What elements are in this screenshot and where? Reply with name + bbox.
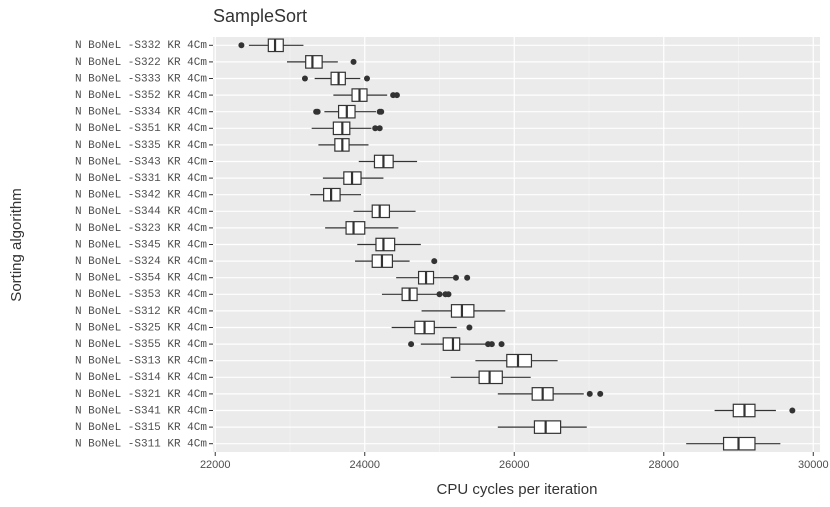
outlier [498, 341, 505, 348]
y-tick-label: N BoNeL -S312 KR 4Cm [75, 306, 207, 318]
outlier [372, 125, 379, 132]
x-tick-label: 24000 [349, 459, 380, 471]
y-tick-label: N BoNeL -S333 KR 4Cm [75, 73, 207, 85]
outlier [431, 258, 438, 265]
box [375, 237, 396, 252]
y-tick-label: N BoNeL -S343 KR 4Cm [75, 156, 207, 168]
x-tick-label: 28000 [648, 459, 679, 471]
y-tick-label: N BoNeL -S315 KR 4Cm [75, 422, 207, 434]
y-tick-label: N BoNeL -S313 KR 4Cm [75, 356, 207, 368]
outlier [436, 291, 443, 298]
outlier [464, 274, 471, 281]
box [506, 353, 533, 368]
box [345, 221, 366, 235]
y-tick-label: N BoNeL -S325 KR 4Cm [75, 322, 207, 334]
y-tick-label: N BoNeL -S342 KR 4Cm [75, 190, 207, 202]
x-axis-label: CPU cycles per iteration [437, 481, 598, 498]
chart-title: SampleSort [213, 6, 307, 26]
outlier [445, 291, 452, 298]
y-tick-label: N BoNeL -S314 KR 4Cm [75, 372, 207, 384]
box [442, 337, 461, 351]
box [478, 370, 503, 385]
y-tick-label: N BoNeL -S335 KR 4Cm [75, 140, 207, 152]
y-tick-label: N BoNeL -S355 KR 4Cm [75, 339, 207, 351]
y-axis-label: Sorting algorithm [8, 188, 25, 301]
x-tick-label: 22000 [200, 459, 231, 471]
outlier [393, 92, 400, 99]
outlier [350, 58, 357, 65]
outlier [363, 75, 370, 82]
outlier [488, 341, 495, 348]
y-tick-label: N BoNeL -S321 KR 4Cm [75, 389, 207, 401]
box [371, 204, 391, 219]
outlier [238, 42, 245, 49]
y-tick-label: N BoNeL -S331 KR 4Cm [75, 173, 207, 185]
y-tick-label: N BoNeL -S311 KR 4Cm [75, 439, 207, 451]
box [305, 55, 323, 69]
box [533, 420, 562, 434]
y-tick-label: N BoNeL -S324 KR 4Cm [75, 256, 207, 268]
y-tick-label: N BoNeL -S334 KR 4Cm [75, 107, 207, 119]
y-tick-label: N BoNeL -S322 KR 4Cm [75, 57, 207, 69]
outlier [789, 407, 796, 414]
x-tick-label: 26000 [499, 459, 530, 471]
outlier [314, 108, 321, 115]
y-tick-label: N BoNeL -S344 KR 4Cm [75, 206, 207, 218]
outlier [301, 75, 308, 82]
outlier [452, 274, 459, 281]
y-tick-label: N BoNeL -S351 KR 4Cm [75, 123, 207, 135]
outlier [408, 341, 415, 348]
x-tick-label: 30000 [798, 459, 829, 471]
outlier [378, 108, 385, 115]
outlier [597, 390, 604, 397]
y-tick-label: N BoNeL -S345 KR 4Cm [75, 239, 207, 251]
y-tick-label: N BoNeL -S352 KR 4Cm [75, 90, 207, 102]
outlier [376, 125, 383, 132]
outlier [586, 390, 593, 397]
y-tick-label: N BoNeL -S353 KR 4Cm [75, 289, 207, 301]
y-tick-label: N BoNeL -S332 KR 4Cm [75, 40, 207, 52]
y-tick-label: N BoNeL -S341 KR 4Cm [75, 405, 207, 417]
y-tick-label: N BoNeL -S354 KR 4Cm [75, 273, 207, 285]
y-tick-label: N BoNeL -S323 KR 4Cm [75, 223, 207, 235]
outlier [466, 324, 473, 331]
